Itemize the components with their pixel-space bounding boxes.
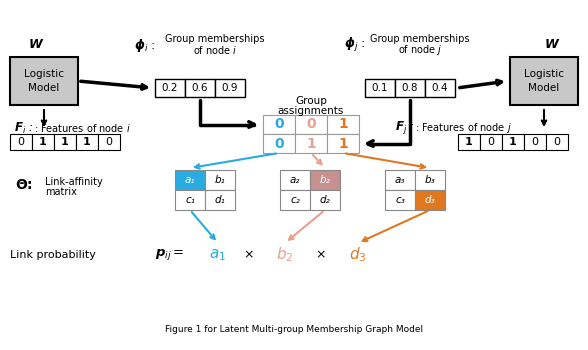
Text: 1: 1 [338, 118, 348, 132]
Text: : Features of node $j$: : Features of node $j$ [415, 121, 512, 135]
Bar [175, 170, 205, 190]
Bar [295, 115, 327, 134]
Bar [310, 170, 340, 190]
Text: d₂: d₂ [320, 195, 330, 205]
Bar [54, 134, 76, 150]
Text: 0: 0 [553, 137, 560, 147]
Text: 0.9: 0.9 [222, 83, 238, 93]
Text: $\boldsymbol{\Theta}$:: $\boldsymbol{\Theta}$: [15, 178, 33, 192]
Bar [327, 115, 359, 134]
Text: c₁: c₁ [185, 195, 195, 205]
Text: $\boldsymbol{\phi}_j$ :: $\boldsymbol{\phi}_j$ : [344, 36, 366, 54]
Text: $\boldsymbol{F}_i$ :: $\boldsymbol{F}_i$ : [14, 120, 34, 135]
Bar [415, 170, 445, 190]
Bar [502, 134, 524, 150]
Text: 0: 0 [274, 136, 284, 150]
Bar [10, 57, 78, 105]
Bar [425, 79, 455, 97]
Bar [263, 115, 295, 134]
Text: 1: 1 [39, 137, 47, 147]
Text: d₁: d₁ [215, 195, 225, 205]
Bar [215, 79, 245, 97]
Text: $\boldsymbol{F}_j$ :: $\boldsymbol{F}_j$ : [395, 119, 415, 136]
Bar [32, 134, 54, 150]
Text: b₂: b₂ [320, 175, 330, 185]
Bar [185, 79, 215, 97]
Text: $b_2$: $b_2$ [276, 246, 293, 264]
Bar [480, 134, 502, 150]
Text: $\times$: $\times$ [243, 248, 253, 261]
Text: 0: 0 [105, 137, 112, 147]
Text: c₂: c₂ [290, 195, 300, 205]
Text: Group memberships: Group memberships [370, 34, 470, 44]
Text: 0.6: 0.6 [192, 83, 208, 93]
Text: matrix: matrix [45, 187, 77, 197]
Text: $\boldsymbol{p}_{ij}=$: $\boldsymbol{p}_{ij}=$ [155, 247, 185, 262]
Bar [415, 190, 445, 210]
Text: 1: 1 [83, 137, 91, 147]
Text: 1: 1 [338, 136, 348, 150]
Bar [524, 134, 546, 150]
Text: b₁: b₁ [215, 175, 225, 185]
Text: Logistic: Logistic [524, 69, 564, 79]
Bar [458, 134, 480, 150]
Text: Link probability: Link probability [10, 250, 96, 260]
Text: assignments: assignments [278, 106, 344, 116]
Text: $\boldsymbol{\phi}_i$ :: $\boldsymbol{\phi}_i$ : [134, 36, 156, 54]
Text: of node $j$: of node $j$ [397, 43, 442, 57]
Text: $\boldsymbol{W}$: $\boldsymbol{W}$ [28, 38, 44, 51]
Bar [385, 170, 415, 190]
Bar [10, 134, 32, 150]
Bar [155, 79, 185, 97]
Bar [175, 190, 205, 210]
Text: 0.8: 0.8 [402, 83, 418, 93]
Bar [510, 57, 578, 105]
Bar [280, 190, 310, 210]
Text: 0.2: 0.2 [162, 83, 178, 93]
Text: b₃: b₃ [425, 175, 435, 185]
Text: Model: Model [529, 83, 560, 93]
Bar [98, 134, 120, 150]
Bar [295, 134, 327, 153]
Text: 0: 0 [306, 118, 316, 132]
Text: 1: 1 [61, 137, 69, 147]
Text: 0: 0 [18, 137, 25, 147]
Text: a₃: a₃ [395, 175, 405, 185]
Bar [546, 134, 568, 150]
Text: Model: Model [28, 83, 59, 93]
Text: 0.1: 0.1 [372, 83, 388, 93]
Bar [365, 79, 395, 97]
Text: c₃: c₃ [395, 195, 405, 205]
Bar [385, 190, 415, 210]
Text: d₃: d₃ [425, 195, 435, 205]
Text: $\boldsymbol{W}$: $\boldsymbol{W}$ [544, 38, 560, 51]
Bar [205, 170, 235, 190]
Text: of node $i$: of node $i$ [193, 44, 238, 56]
Text: a₂: a₂ [290, 175, 300, 185]
Bar [310, 190, 340, 210]
Bar [205, 190, 235, 210]
Bar [263, 134, 295, 153]
Bar [76, 134, 98, 150]
Bar [280, 170, 310, 190]
Text: a₁: a₁ [185, 175, 195, 185]
Text: $a_1$: $a_1$ [209, 247, 226, 263]
Text: Link-affinity: Link-affinity [45, 177, 103, 187]
Text: 1: 1 [465, 137, 473, 147]
Text: Figure 1 for Latent Multi-group Membership Graph Model: Figure 1 for Latent Multi-group Membersh… [165, 326, 423, 335]
Text: 0: 0 [274, 118, 284, 132]
Text: Group memberships: Group memberships [165, 34, 265, 44]
Text: 1: 1 [306, 136, 316, 150]
Text: 0.4: 0.4 [432, 83, 448, 93]
Bar [395, 79, 425, 97]
Text: 0: 0 [487, 137, 495, 147]
Text: $d_3$: $d_3$ [349, 246, 367, 264]
Text: Group: Group [295, 96, 327, 106]
Text: Logistic: Logistic [24, 69, 64, 79]
Text: $\times$: $\times$ [315, 248, 325, 261]
Text: 1: 1 [509, 137, 517, 147]
Text: : Features of node $i$: : Features of node $i$ [34, 122, 131, 134]
Text: 0: 0 [532, 137, 539, 147]
Bar [327, 134, 359, 153]
